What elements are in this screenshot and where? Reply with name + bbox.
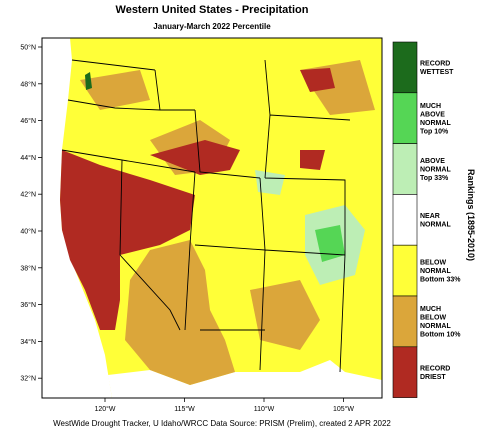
legend-swatch <box>392 143 418 195</box>
lat-label: 38°N <box>20 264 36 272</box>
lat-label: 32°N <box>20 375 36 383</box>
lat-label: 36°N <box>20 301 36 309</box>
lat-label: 42°N <box>20 191 36 199</box>
legend-label: Top 33% <box>420 175 449 182</box>
lon-label: 110°W <box>254 405 275 413</box>
lat-label: 46°N <box>20 117 36 125</box>
lon-label: 120°W <box>94 405 115 413</box>
ocean <box>42 38 112 398</box>
subtitle: January-March 2022 Percentile <box>153 22 271 31</box>
legend-swatch <box>392 92 418 144</box>
legend-label: NORMAL <box>420 268 451 275</box>
legend-label: NORMAL <box>420 120 451 127</box>
map-frame <box>41 37 383 399</box>
lon-label: 115°W <box>174 405 195 413</box>
legend-label: MUCH <box>420 306 441 313</box>
red-area <box>60 150 195 330</box>
red-area <box>300 68 335 92</box>
red-area <box>150 140 240 175</box>
green-area <box>315 225 345 262</box>
red-area <box>300 150 325 170</box>
green-area <box>255 170 285 195</box>
legend-label: ABOVE <box>420 158 445 165</box>
map <box>41 37 383 399</box>
lat-label: 50°N <box>20 44 36 52</box>
legend-label: RECORD <box>420 61 450 68</box>
legend-label: NORMAL <box>420 222 451 229</box>
tan-area <box>125 240 235 385</box>
lat-label: 48°N <box>20 80 36 88</box>
legend-label: Top 10% <box>420 128 449 135</box>
green-area <box>85 72 92 90</box>
title: Western United States - Precipitation <box>116 4 309 16</box>
legend-swatch <box>392 41 418 94</box>
lon-labels: 120°W 115°W 110°W 105°W <box>94 398 354 413</box>
legend-label: NORMAL <box>420 323 451 330</box>
lat-label: 44°N <box>20 154 36 162</box>
lon-label: 105°W <box>333 405 354 413</box>
legend-label: BELOW <box>420 315 446 322</box>
mexico <box>108 360 382 398</box>
state-borders <box>61 59 351 373</box>
tan-area <box>80 70 150 110</box>
footer: WestWide Drought Tracker, U Idaho/WRCC D… <box>53 419 391 428</box>
legend-swatch <box>392 244 418 297</box>
legend-title: Rankings (1895-2010) <box>466 169 476 261</box>
legend-swatch <box>392 295 418 348</box>
tan-area <box>250 280 320 350</box>
legend-label: NORMAL <box>420 167 451 174</box>
lat-label: 40°N <box>20 228 36 236</box>
legend-label: RECORD <box>420 365 450 372</box>
legend-swatch <box>392 346 418 398</box>
legend-label: Bottom 10% <box>420 332 461 339</box>
lat-labels: 50°N 48°N 46°N 44°N 42°N 40°N 38°N 36°N 34°N 32°N <box>20 44 42 383</box>
legend-label: ABOVE <box>420 111 445 118</box>
legend-label: DRIEST <box>420 374 446 381</box>
legend-label: MUCH <box>420 103 441 110</box>
legend-label: WETTEST <box>420 69 454 76</box>
legend-label: BELOW <box>420 260 446 267</box>
legend-swatch <box>392 194 418 246</box>
lat-label: 34°N <box>20 338 36 346</box>
legend-label: Bottom 33% <box>420 277 461 284</box>
legend-label: NEAR <box>420 213 440 220</box>
